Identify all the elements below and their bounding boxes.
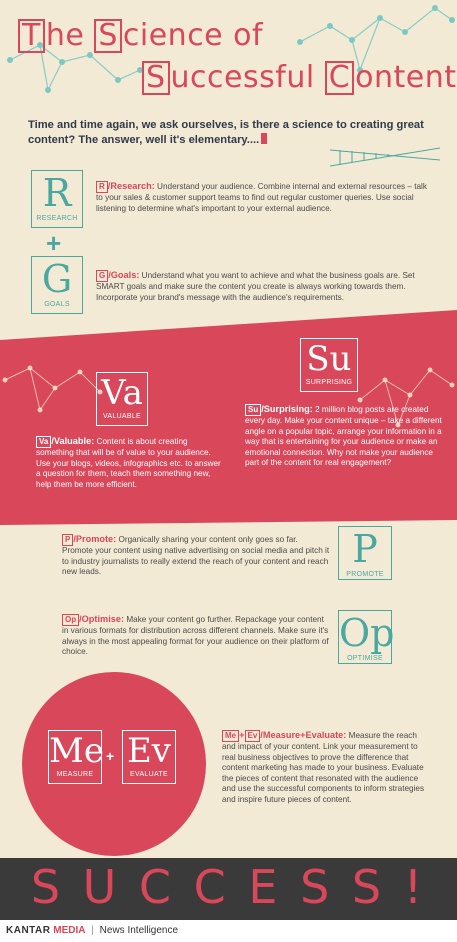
optimise-element: Op OPTIMISE: [338, 610, 395, 664]
body: 2 million blog posts are created every d…: [245, 405, 442, 468]
element-label: GOALS: [44, 301, 70, 308]
element-label: MEASURE: [56, 771, 94, 778]
title-text: ontent: [355, 60, 457, 95]
footer: [0, 920, 457, 942]
heading: /Optimise:: [79, 614, 125, 624]
body: Measure the reach and impact of your con…: [222, 731, 425, 804]
brand-kantar: KANTAR: [6, 925, 51, 936]
measure-plus: +: [106, 748, 115, 764]
element-symbol: R: [42, 171, 72, 215]
title-letter-s2: S: [142, 61, 170, 95]
body: Organically sharing your content only go…: [62, 535, 330, 577]
element-symbol: P: [352, 527, 378, 571]
surprising-text: Su/Surprising: 2 million blog posts are …: [245, 404, 445, 469]
division: News Intelligence: [99, 925, 179, 936]
brand-media: MEDIA: [53, 925, 86, 936]
promote-text: P/Promote: Organically sharing your cont…: [62, 534, 330, 578]
element-label: VALUABLE: [102, 413, 142, 420]
element-symbol: Ev: [126, 731, 172, 771]
element-symbol: Me: [49, 731, 104, 771]
tag: Ev: [244, 730, 261, 742]
heading: /Surprising:: [261, 404, 313, 414]
title-letter-s: S: [94, 19, 122, 53]
optimise-text: Op/Optimise: Make your content go furthe…: [62, 614, 330, 658]
body: Understand what you want to achieve and …: [96, 271, 415, 302]
goals-element: G GOALS: [31, 256, 83, 314]
title-letter-c: C: [324, 61, 355, 95]
tag: Op: [62, 614, 80, 626]
title-text: cience of: [122, 18, 264, 53]
tag: P: [62, 534, 74, 546]
element-symbol: Su: [306, 339, 352, 379]
tag: R: [96, 181, 108, 193]
success-text: S U C C E S S !: [30, 860, 427, 914]
tag: Va: [36, 436, 52, 448]
element-label: EVALUATE: [130, 771, 168, 778]
valuable-element: Va VALUABLE: [96, 372, 148, 426]
title-text: he: [45, 18, 95, 53]
cursor-mark: [261, 133, 268, 144]
heading: /Measure+Evaluate:: [260, 730, 347, 740]
body: Content is about creating something that…: [36, 437, 221, 489]
tag: Me: [222, 730, 240, 742]
evaluate-element: Ev EVALUATE: [122, 730, 176, 784]
element-symbol: G: [41, 257, 73, 301]
heading: /Valuable:: [51, 436, 95, 446]
body: Understand your audience. Combine intern…: [96, 182, 427, 213]
research-element: R RESEARCH: [31, 170, 83, 228]
intro-copy: Time and time again, we ask ourselves, i…: [28, 119, 424, 146]
measure-element: Me MEASURE: [48, 730, 104, 784]
tag: G: [96, 270, 109, 282]
measure-text: Me + Ev/Measure+Evaluate: Measure the reac…: [222, 730, 425, 804]
element-label: OPTIMISE: [347, 655, 383, 662]
promote-element: P PROMOTE: [338, 526, 392, 580]
element-symbol: Op: [339, 611, 395, 655]
molecule-white: [2, 365, 455, 428]
element-label: PROMOTE: [346, 571, 384, 578]
element-symbol: Va: [101, 373, 143, 413]
surprising-element: Su SURPRISING: [300, 338, 358, 392]
heading: /Promote:: [73, 534, 117, 544]
red-band: [0, 310, 457, 525]
footer-logo: KANTAR MEDIA | News Intelligence: [6, 925, 178, 936]
plus-sign: +: [46, 228, 62, 258]
goals-text: G/Goals: Understand what you want to ach…: [96, 270, 436, 303]
title-letter-t: T: [18, 19, 45, 53]
separator: |: [91, 925, 94, 936]
intro-text: Time and time again, we ask ourselves, i…: [28, 118, 438, 148]
element-label: SURPRISING: [305, 379, 353, 386]
heading: /Research:: [107, 181, 155, 191]
title-text: uccessful: [170, 60, 325, 95]
tag: Su: [245, 404, 262, 416]
valuable-text: Va/Valuable: Content is about creating s…: [36, 436, 221, 490]
research-text: R/Research: Understand your audience. Co…: [96, 181, 436, 214]
element-label: RESEARCH: [36, 215, 78, 222]
body: Make your content go further. Repackage …: [62, 615, 329, 657]
success-banner: [0, 858, 457, 920]
heading: /Goals:: [108, 270, 140, 280]
